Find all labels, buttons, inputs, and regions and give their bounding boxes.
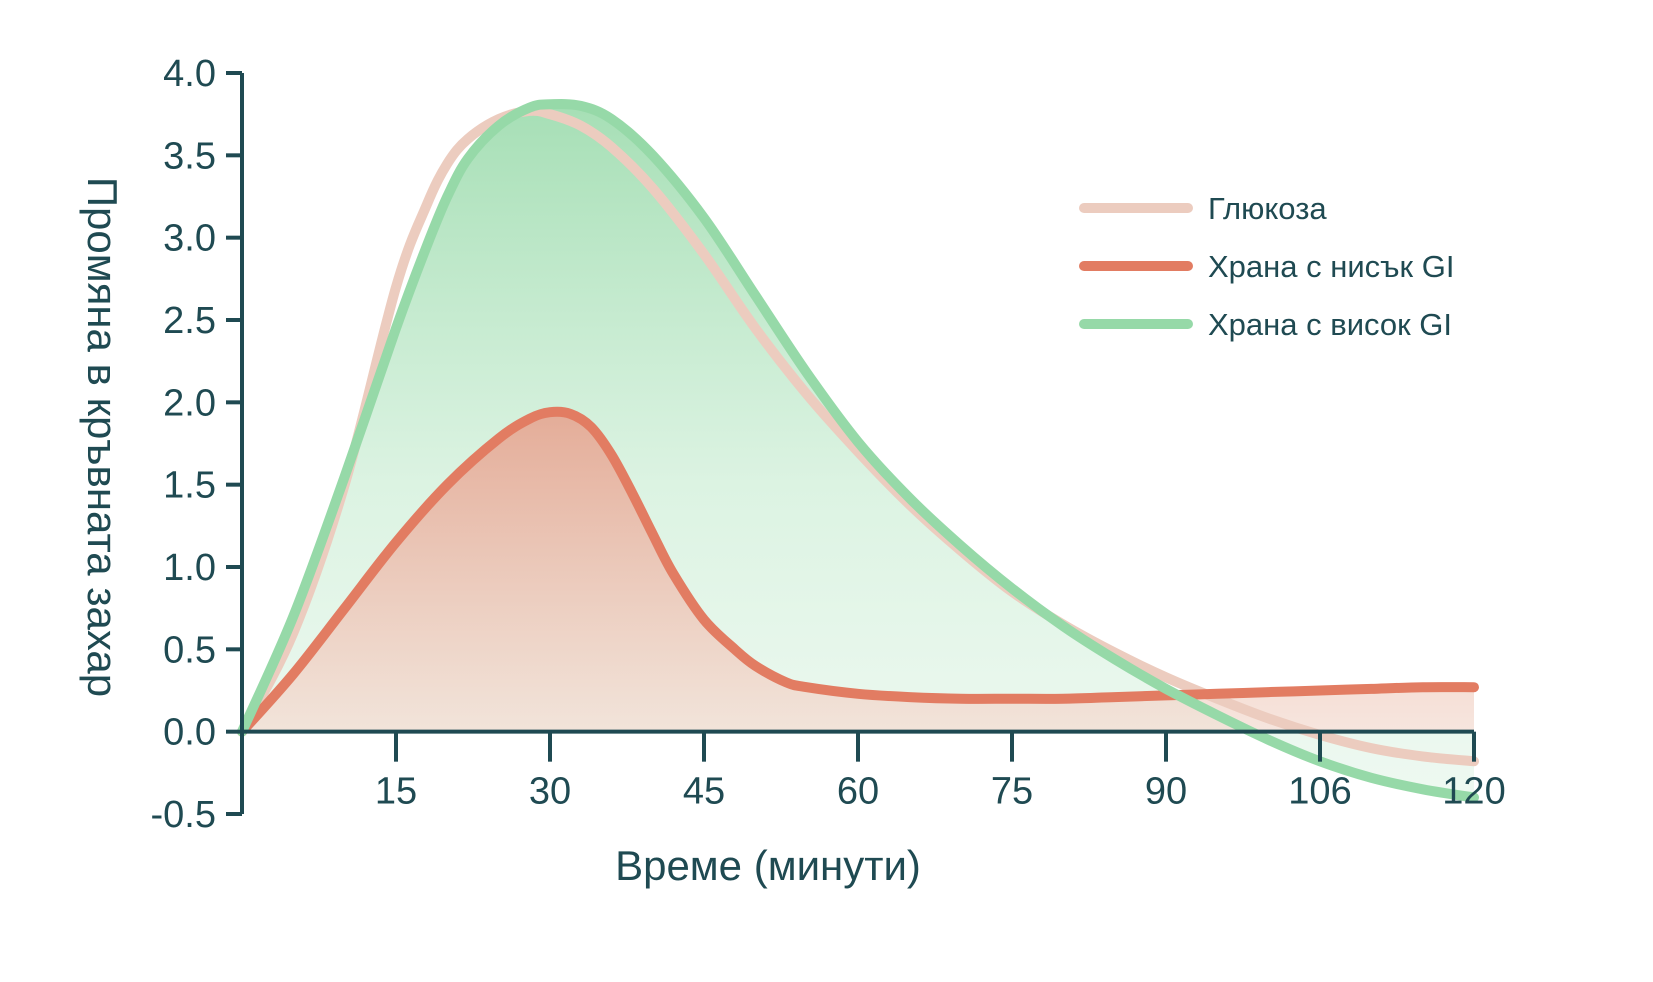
y-tick-label: 4.0 — [163, 53, 216, 95]
ticks-layer: 4.0 3.5 3.0 2.5 2.0 1.5 1.0 0.5 0.0 -0.5 15 30 45 60 7… — [151, 53, 1506, 836]
x-tick-label: 45 — [683, 771, 725, 813]
x-tick-label: 120 — [1442, 771, 1505, 813]
legend-label: Храна с висок GI — [1208, 307, 1452, 342]
x-tick-label: 75 — [991, 771, 1033, 813]
series-line-2 — [237, 406, 1479, 737]
legend-label: Храна с нисък GI — [1208, 249, 1454, 284]
series-line-3 — [237, 99, 1479, 803]
y-tick-label: 1.5 — [163, 465, 216, 507]
y-tick-label: 3.0 — [163, 218, 216, 260]
x-tick-label: 60 — [837, 771, 879, 813]
legend: Глюкоза Храна с нисък GI Храна с висок GI — [1079, 191, 1454, 342]
y-tick-label: 2.0 — [163, 382, 216, 424]
y-tick-label: 1.0 — [163, 547, 216, 589]
x-axis-title: Време (минути) — [615, 842, 921, 889]
legend-label: Глюкоза — [1208, 191, 1327, 226]
y-tick-label: 0.0 — [163, 712, 216, 754]
area-fill-series-2 — [242, 411, 1474, 732]
y-tick-label: -0.5 — [151, 794, 216, 836]
y-axis-title: Промяна в кръвната захар — [79, 177, 126, 697]
y-tick-label: 2.5 — [163, 300, 216, 342]
x-tick-label: 106 — [1288, 771, 1351, 813]
x-tick-label: 90 — [1145, 771, 1187, 813]
y-tick-label: 0.5 — [163, 629, 216, 671]
y-tick-label: 3.5 — [163, 135, 216, 177]
lines-layer — [237, 99, 1479, 803]
x-tick-label: 30 — [529, 771, 571, 813]
x-tick-label: 15 — [375, 771, 417, 813]
